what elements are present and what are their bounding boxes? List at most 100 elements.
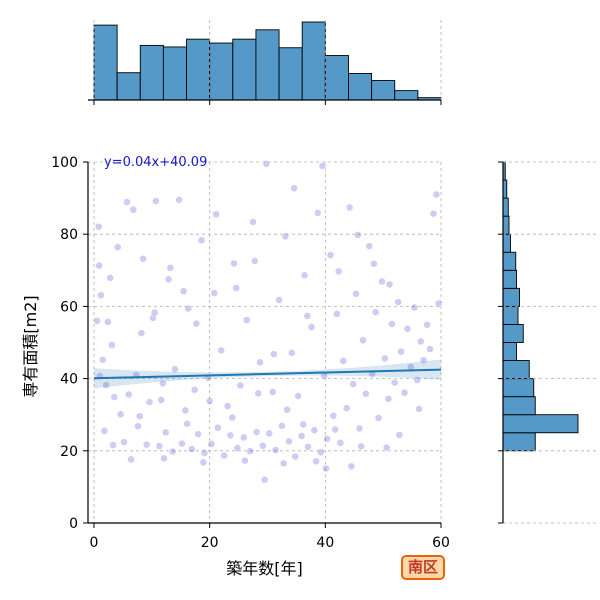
scatter-point [299, 420, 308, 429]
scatter-point [103, 318, 112, 326]
scatter-point [108, 341, 116, 349]
scatter-point [236, 381, 245, 390]
scatter-point [423, 320, 432, 329]
scatter-point [171, 365, 179, 374]
y-histogram-bar [502, 378, 535, 398]
scatter-point [300, 271, 309, 280]
scatter-point [303, 311, 312, 320]
scatter-point [109, 441, 117, 449]
scatter-point [432, 190, 441, 199]
scatter-point [116, 410, 125, 419]
scatter-point [429, 209, 438, 218]
scatter-point [357, 442, 366, 451]
x-tick-label: 40 [316, 535, 334, 551]
scatter-point [318, 162, 327, 170]
scatter-point [194, 430, 202, 439]
scatter-point [332, 310, 341, 318]
scatter-point [353, 231, 362, 239]
x-histogram-bar [186, 38, 211, 101]
scatter-point [395, 431, 404, 439]
y-histogram-bar [502, 287, 520, 307]
scatter-point [384, 394, 393, 403]
scatter-point [260, 475, 269, 484]
area-badge: 南区 [401, 555, 445, 580]
scatter-point [278, 421, 286, 430]
scatter-point [160, 454, 168, 463]
y-histogram-bar [502, 324, 524, 343]
scatter-point [342, 404, 351, 413]
scatter-point [242, 316, 251, 325]
y-histogram-bar [502, 233, 511, 253]
scatter-point [339, 357, 348, 365]
scatter-point [281, 232, 290, 241]
scatter-point [113, 243, 122, 252]
scatter-point [98, 355, 107, 364]
scatter-point [416, 337, 425, 346]
scatter-point [252, 428, 261, 436]
scatter-point [271, 446, 280, 454]
scatter-point [361, 389, 370, 398]
scatter-point [413, 376, 422, 384]
scatter-point [387, 320, 396, 328]
scatter-point [200, 449, 209, 457]
scatter-point [334, 267, 343, 276]
x-histogram-bar [162, 46, 187, 101]
scatter-point [205, 397, 214, 405]
scatter-point [197, 236, 206, 245]
scatter-point [164, 275, 173, 284]
scatter-point [385, 280, 394, 289]
scatter-point [207, 440, 216, 448]
scatter-point [381, 354, 389, 363]
scatter-point [145, 398, 154, 406]
scatter-point [190, 385, 199, 394]
scatter-point [226, 431, 235, 440]
scatter-point [178, 439, 186, 448]
scatter-point [129, 205, 138, 214]
scatter-point [106, 273, 115, 282]
y-histogram-bar [502, 215, 510, 235]
y-histogram-bar [502, 432, 536, 452]
scatter-point [279, 459, 288, 468]
regression-line [93, 368, 442, 380]
x-histogram-bar [324, 55, 349, 101]
y-tick-label: 40 [60, 372, 78, 388]
scatter-point [336, 438, 345, 447]
scatter-point [100, 427, 109, 435]
scatter-point [246, 447, 255, 456]
scatter-point [371, 308, 380, 317]
x-histogram-bar [348, 73, 373, 101]
scatter-point [313, 209, 322, 217]
y-tick-label: 100 [51, 155, 78, 171]
scatter-point [355, 424, 364, 433]
x-histogram-bar [278, 47, 303, 101]
y-axis-label: 専有面積[m2] [21, 295, 40, 397]
scatter-point [179, 287, 188, 296]
y-tick-label: 20 [60, 444, 78, 460]
x-histogram-bar [371, 80, 396, 101]
scatter-point [187, 445, 196, 453]
scatter-point [382, 443, 391, 452]
scatter-point [331, 425, 340, 434]
y-histogram-bar [502, 360, 530, 380]
scatter-point [287, 349, 296, 357]
x-histogram-bar [209, 42, 234, 101]
scatter-point [239, 433, 248, 442]
scatter-point [199, 458, 208, 467]
scatter-point [220, 451, 229, 460]
scatter-point [284, 437, 293, 446]
scatter-point [228, 413, 237, 422]
scatter-point [370, 259, 378, 268]
scatter-point [316, 448, 325, 457]
scatter-point [283, 405, 292, 414]
scatter-point [415, 405, 423, 413]
scatter-point [183, 419, 192, 428]
scatter-point [168, 447, 177, 456]
scatter-point [254, 389, 263, 398]
scatter-point [150, 308, 159, 317]
scatter-point [223, 402, 232, 410]
scatter-point [192, 319, 201, 328]
scatter-point [349, 380, 357, 388]
y-histogram-bar [502, 414, 579, 434]
scatter-point [95, 261, 104, 270]
